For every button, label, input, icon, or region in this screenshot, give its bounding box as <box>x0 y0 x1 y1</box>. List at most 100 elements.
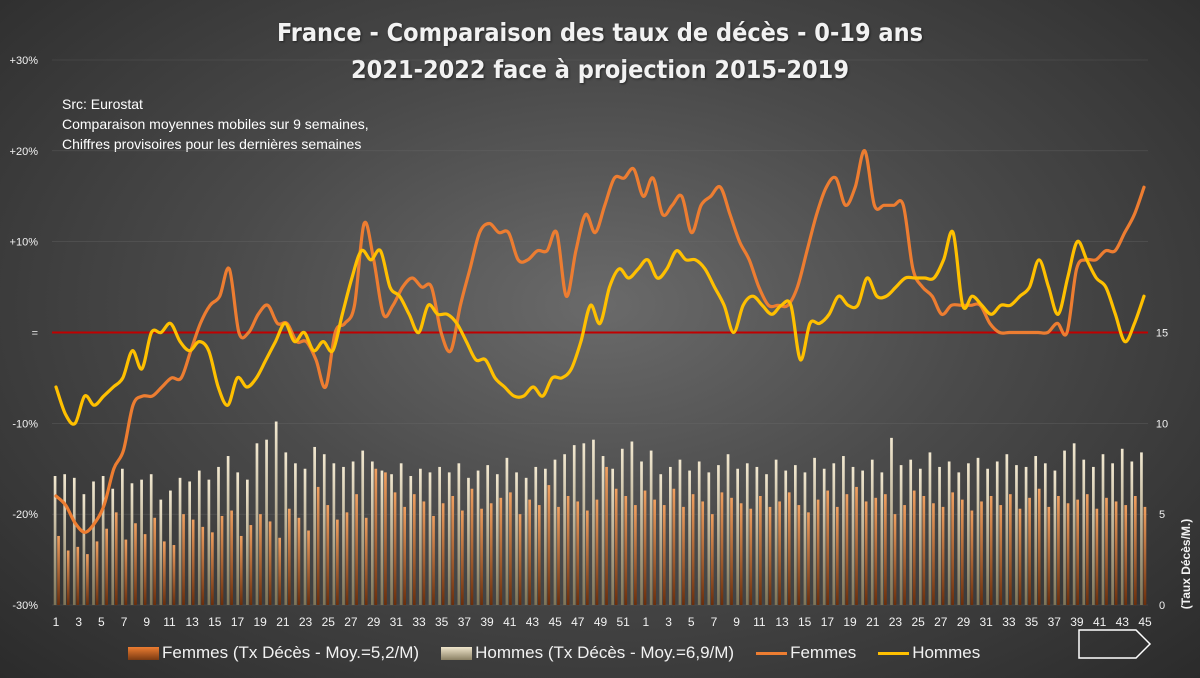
x-tick-label: 31 <box>980 615 994 629</box>
x-tick-label: 9 <box>143 615 150 629</box>
femmes-bar <box>701 501 705 605</box>
hommes-bar <box>928 452 932 605</box>
hommes-bar <box>92 481 95 605</box>
x-tick-label: 43 <box>526 615 540 629</box>
femmes-bar <box>1124 505 1128 605</box>
x-tick-label: 21 <box>866 615 880 629</box>
femmes-bar <box>509 492 512 605</box>
hommes-bar <box>697 461 701 605</box>
femmes-bar <box>778 501 781 605</box>
legend-swatch-hommes-bar <box>441 646 473 660</box>
hommes-bar <box>1005 454 1009 605</box>
femmes-bar <box>634 505 637 605</box>
femmes-bar <box>1047 506 1051 605</box>
hommes-bar <box>832 463 836 605</box>
hommes-bar <box>1130 461 1134 605</box>
hommes-bar <box>457 463 461 605</box>
hommes-bar <box>332 463 336 605</box>
hommes-bar <box>101 476 105 605</box>
x-tick-label: 35 <box>435 615 449 629</box>
hommes-bar <box>1120 448 1124 605</box>
hommes-bar <box>370 461 374 605</box>
hommes-bar <box>342 466 345 605</box>
hommes-bar <box>544 468 547 605</box>
femmes-bar <box>884 494 887 605</box>
hommes-bar <box>515 472 518 605</box>
x-tick-label: 3 <box>75 615 82 629</box>
femmes-bar <box>403 506 407 605</box>
femmes-bar <box>912 490 916 605</box>
x-tick-label: 17 <box>231 615 245 629</box>
hommes-bar <box>947 461 951 605</box>
left-tick-label: -10% <box>12 418 38 430</box>
x-tick-label: 23 <box>889 615 903 629</box>
femmes-bar <box>787 492 791 605</box>
x-tick-label: 13 <box>185 615 199 629</box>
femmes-bar <box>759 496 762 605</box>
femmes-bar <box>412 494 416 605</box>
femmes-bar <box>739 503 743 605</box>
x-tick-label: 35 <box>1025 615 1039 629</box>
x-tick-label: 11 <box>163 615 176 629</box>
x-tick-label: 45 <box>548 615 562 629</box>
femmes-bar <box>730 497 733 605</box>
hommes-bar <box>140 479 143 605</box>
hommes-bar <box>553 459 557 605</box>
x-tick-label: 37 <box>458 615 472 629</box>
hommes-bar <box>803 472 807 605</box>
hommes-bar <box>1043 463 1047 605</box>
hommes-bar <box>380 470 384 605</box>
femmes-bar <box>307 530 310 605</box>
legend-item-femmes-bar: Femmes (Tx Décès - Moy.=5,2/M) <box>128 643 419 663</box>
hommes-bar <box>447 472 451 605</box>
hommes-bar <box>967 463 970 605</box>
femmes-bar <box>499 497 503 605</box>
femmes-bar <box>845 494 849 605</box>
hommes-bar <box>467 477 470 605</box>
right-tick-label: 10 <box>1156 418 1168 430</box>
hommes-bar <box>620 448 624 605</box>
hommes-bar <box>669 466 672 605</box>
femmes-bar <box>470 488 474 605</box>
x-tick-label: 23 <box>299 615 313 629</box>
x-tick-label: 9 <box>733 615 740 629</box>
hommes-bar <box>130 483 134 605</box>
femmes-bar <box>336 519 339 605</box>
x-tick-label: 45 <box>1138 615 1152 629</box>
femmes-bar <box>528 499 531 605</box>
femmes-bar <box>441 503 445 605</box>
femmes-bar <box>537 505 541 605</box>
femmes-bar <box>864 501 868 605</box>
femmes-bar <box>105 528 108 605</box>
femmes-bar <box>220 515 224 605</box>
hommes-bar <box>361 450 365 605</box>
hommes-bar <box>659 474 663 605</box>
femmes-bar <box>86 554 89 605</box>
arrow-right-icon <box>1078 629 1152 659</box>
femmes-bar <box>316 486 320 605</box>
femmes-bar <box>672 488 676 605</box>
femmes-bar <box>951 492 955 605</box>
source-note: Src: Eurostat <box>62 96 143 112</box>
right-axis-label: (Taux Décès/M.) <box>1179 519 1193 609</box>
femmes-bar <box>297 517 301 605</box>
femmes-bar <box>874 497 878 605</box>
hommes-bar <box>861 470 864 605</box>
femmes-bar <box>259 514 262 605</box>
hommes-bar <box>505 457 509 605</box>
femmes-bar <box>768 506 772 605</box>
hommes-bar <box>438 466 441 605</box>
x-tick-label: 49 <box>594 615 608 629</box>
hommes-bar <box>486 465 490 605</box>
left-tick-label: -30% <box>12 600 38 612</box>
hommes-bar <box>899 465 903 605</box>
hommes-bar <box>121 468 124 605</box>
hommes-bar <box>592 439 595 605</box>
hommes-bar <box>476 470 480 605</box>
next-arrow-button[interactable] <box>1078 628 1152 660</box>
x-tick-label: 33 <box>412 615 426 629</box>
femmes-bar <box>941 506 945 605</box>
legend-item-femmes-line: Femmes <box>756 643 856 663</box>
femmes-bar <box>932 503 935 605</box>
